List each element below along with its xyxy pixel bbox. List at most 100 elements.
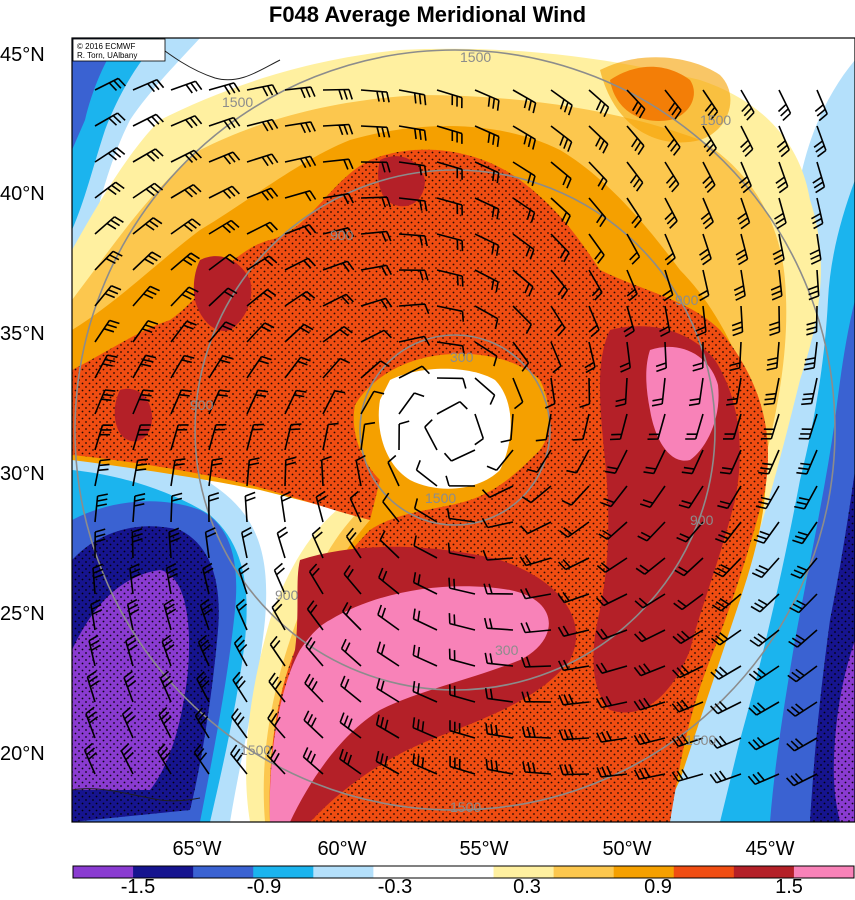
wind-barb: [284, 323, 314, 343]
wind-barb: [202, 562, 214, 595]
wind-barb: [635, 557, 666, 575]
wind-barb: [559, 521, 590, 538]
wind-barb: [711, 593, 742, 612]
ring-label: 1500: [700, 112, 731, 128]
wind-barb: [651, 377, 666, 407]
colorbar-swatch: [253, 866, 314, 878]
wind-barb: [512, 377, 524, 410]
wind-barb: [360, 125, 391, 138]
wind-barb: [672, 664, 704, 679]
wind-barb: [702, 89, 719, 121]
wind-barb: [588, 197, 607, 228]
ring-label: 900: [675, 292, 699, 308]
wind-barb: [132, 182, 164, 199]
wind-barb: [170, 354, 195, 379]
wind-barb: [170, 184, 202, 199]
wind-barb: [702, 161, 716, 193]
wind-barb: [809, 233, 822, 265]
center-eye: [378, 368, 511, 489]
wind-barb: [208, 287, 238, 307]
wind-barb: [788, 629, 818, 648]
wind-barb: [322, 192, 355, 205]
ring-label: 900: [190, 397, 214, 413]
wind-barb: [789, 593, 818, 614]
wind-barb: [398, 161, 428, 177]
longitude-labels: 65°W 60°W 55°W 50°W 45°W: [172, 838, 794, 860]
wind-barb: [284, 456, 297, 487]
wind-barb: [664, 233, 676, 266]
wind-barb: [94, 319, 120, 343]
wind-barb: [398, 233, 428, 247]
wind-barb: [398, 269, 429, 281]
wind-barb: [170, 80, 203, 94]
wind-barb: [770, 269, 783, 301]
wind-barb: [604, 449, 628, 474]
wind-barb: [322, 422, 339, 451]
wind-barb: [485, 723, 514, 739]
wind-barb: [566, 449, 590, 474]
wind-barb: [436, 233, 464, 252]
range-ring-300: [359, 334, 551, 526]
wind-barb: [266, 745, 286, 775]
wind-barb: [132, 285, 160, 307]
wind-barb: [208, 457, 223, 487]
wind-barb: [398, 392, 425, 415]
wind-barb: [664, 125, 681, 156]
wind-barb: [776, 125, 790, 158]
wind-barb: [378, 567, 400, 595]
ring-label: 900: [690, 512, 714, 528]
wind-barb: [355, 454, 366, 487]
wind-barb: [398, 335, 431, 346]
wind-barb: [474, 233, 500, 256]
lat-label: 35°N: [0, 323, 45, 345]
wind-barb: [231, 708, 248, 739]
wind-barb: [284, 223, 317, 236]
wind-barb: [598, 521, 628, 540]
wind-barb: [304, 673, 324, 703]
wind-barb: [199, 598, 213, 631]
wind-barb: [484, 687, 514, 703]
wind-barb: [94, 285, 122, 307]
wind-barb: [208, 151, 241, 165]
wind-barb: [94, 493, 108, 523]
wind-barb: [208, 355, 234, 379]
wind-barb: [246, 389, 269, 415]
lon-label: 55°W: [459, 838, 508, 860]
wind-barb: [94, 354, 118, 379]
wind-barb: [474, 269, 499, 293]
wind-barb: [482, 549, 514, 561]
wind-barb: [412, 717, 438, 739]
wind-barb: [688, 377, 704, 407]
colorbar-tick-label: -0.3: [378, 876, 412, 898]
wind-barb: [241, 526, 253, 559]
wind-barb: [550, 197, 571, 226]
wind-barb: [588, 269, 603, 301]
colorbar-swatch: [313, 866, 374, 878]
wind-barb: [558, 728, 590, 741]
wind-barb: [284, 423, 302, 451]
wind-barb: [246, 153, 279, 167]
wind-barb: [132, 78, 165, 93]
wind-barb: [94, 216, 124, 235]
wind-barb: [695, 305, 707, 337]
wind-barb: [751, 557, 780, 579]
wind-barb: [398, 420, 410, 451]
wind-barb: [284, 190, 317, 202]
wind-barb: [775, 161, 789, 194]
wind-barb: [678, 485, 704, 509]
wind-barb: [90, 599, 103, 631]
wind-barb: [512, 341, 530, 372]
colorbar-tick-label: 0.3: [513, 876, 541, 898]
lat-label: 45°N: [0, 44, 45, 66]
coastline-south: [72, 788, 201, 802]
wind-barb: [322, 293, 354, 307]
wind-barb: [474, 413, 485, 446]
wind-barb: [733, 269, 746, 301]
wind-barb: [341, 602, 362, 631]
wind-barb: [360, 230, 392, 242]
wind-barb: [267, 709, 286, 739]
colorbar-swatch: [433, 866, 495, 878]
wind-barb: [284, 290, 316, 307]
wind-barb: [376, 641, 400, 667]
wind-barb: [322, 123, 354, 136]
